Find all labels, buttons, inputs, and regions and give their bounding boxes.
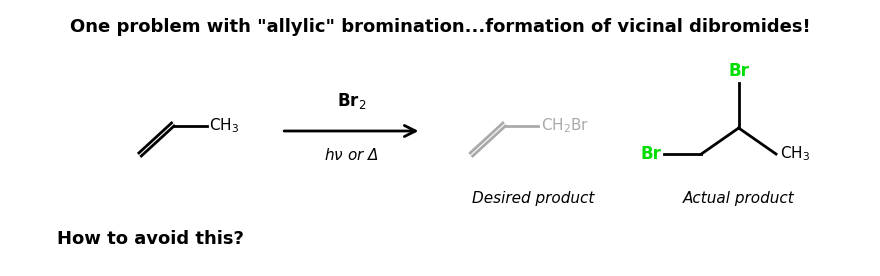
Text: $h\nu$ or Δ: $h\nu$ or Δ bbox=[324, 147, 378, 163]
Text: CH$_3$: CH$_3$ bbox=[780, 145, 810, 163]
Text: Actual product: Actual product bbox=[683, 191, 795, 206]
Text: Br$_2$: Br$_2$ bbox=[337, 91, 366, 111]
Text: CH$_3$: CH$_3$ bbox=[209, 117, 239, 135]
Text: CH$_2$Br: CH$_2$Br bbox=[541, 117, 589, 135]
Text: One problem with "allylic" bromination...formation of vicinal dibromides!: One problem with "allylic" bromination..… bbox=[70, 18, 810, 36]
Text: Br: Br bbox=[641, 145, 661, 163]
Text: Br: Br bbox=[729, 62, 749, 80]
Text: Desired product: Desired product bbox=[473, 191, 595, 206]
Text: How to avoid this?: How to avoid this? bbox=[57, 230, 244, 248]
